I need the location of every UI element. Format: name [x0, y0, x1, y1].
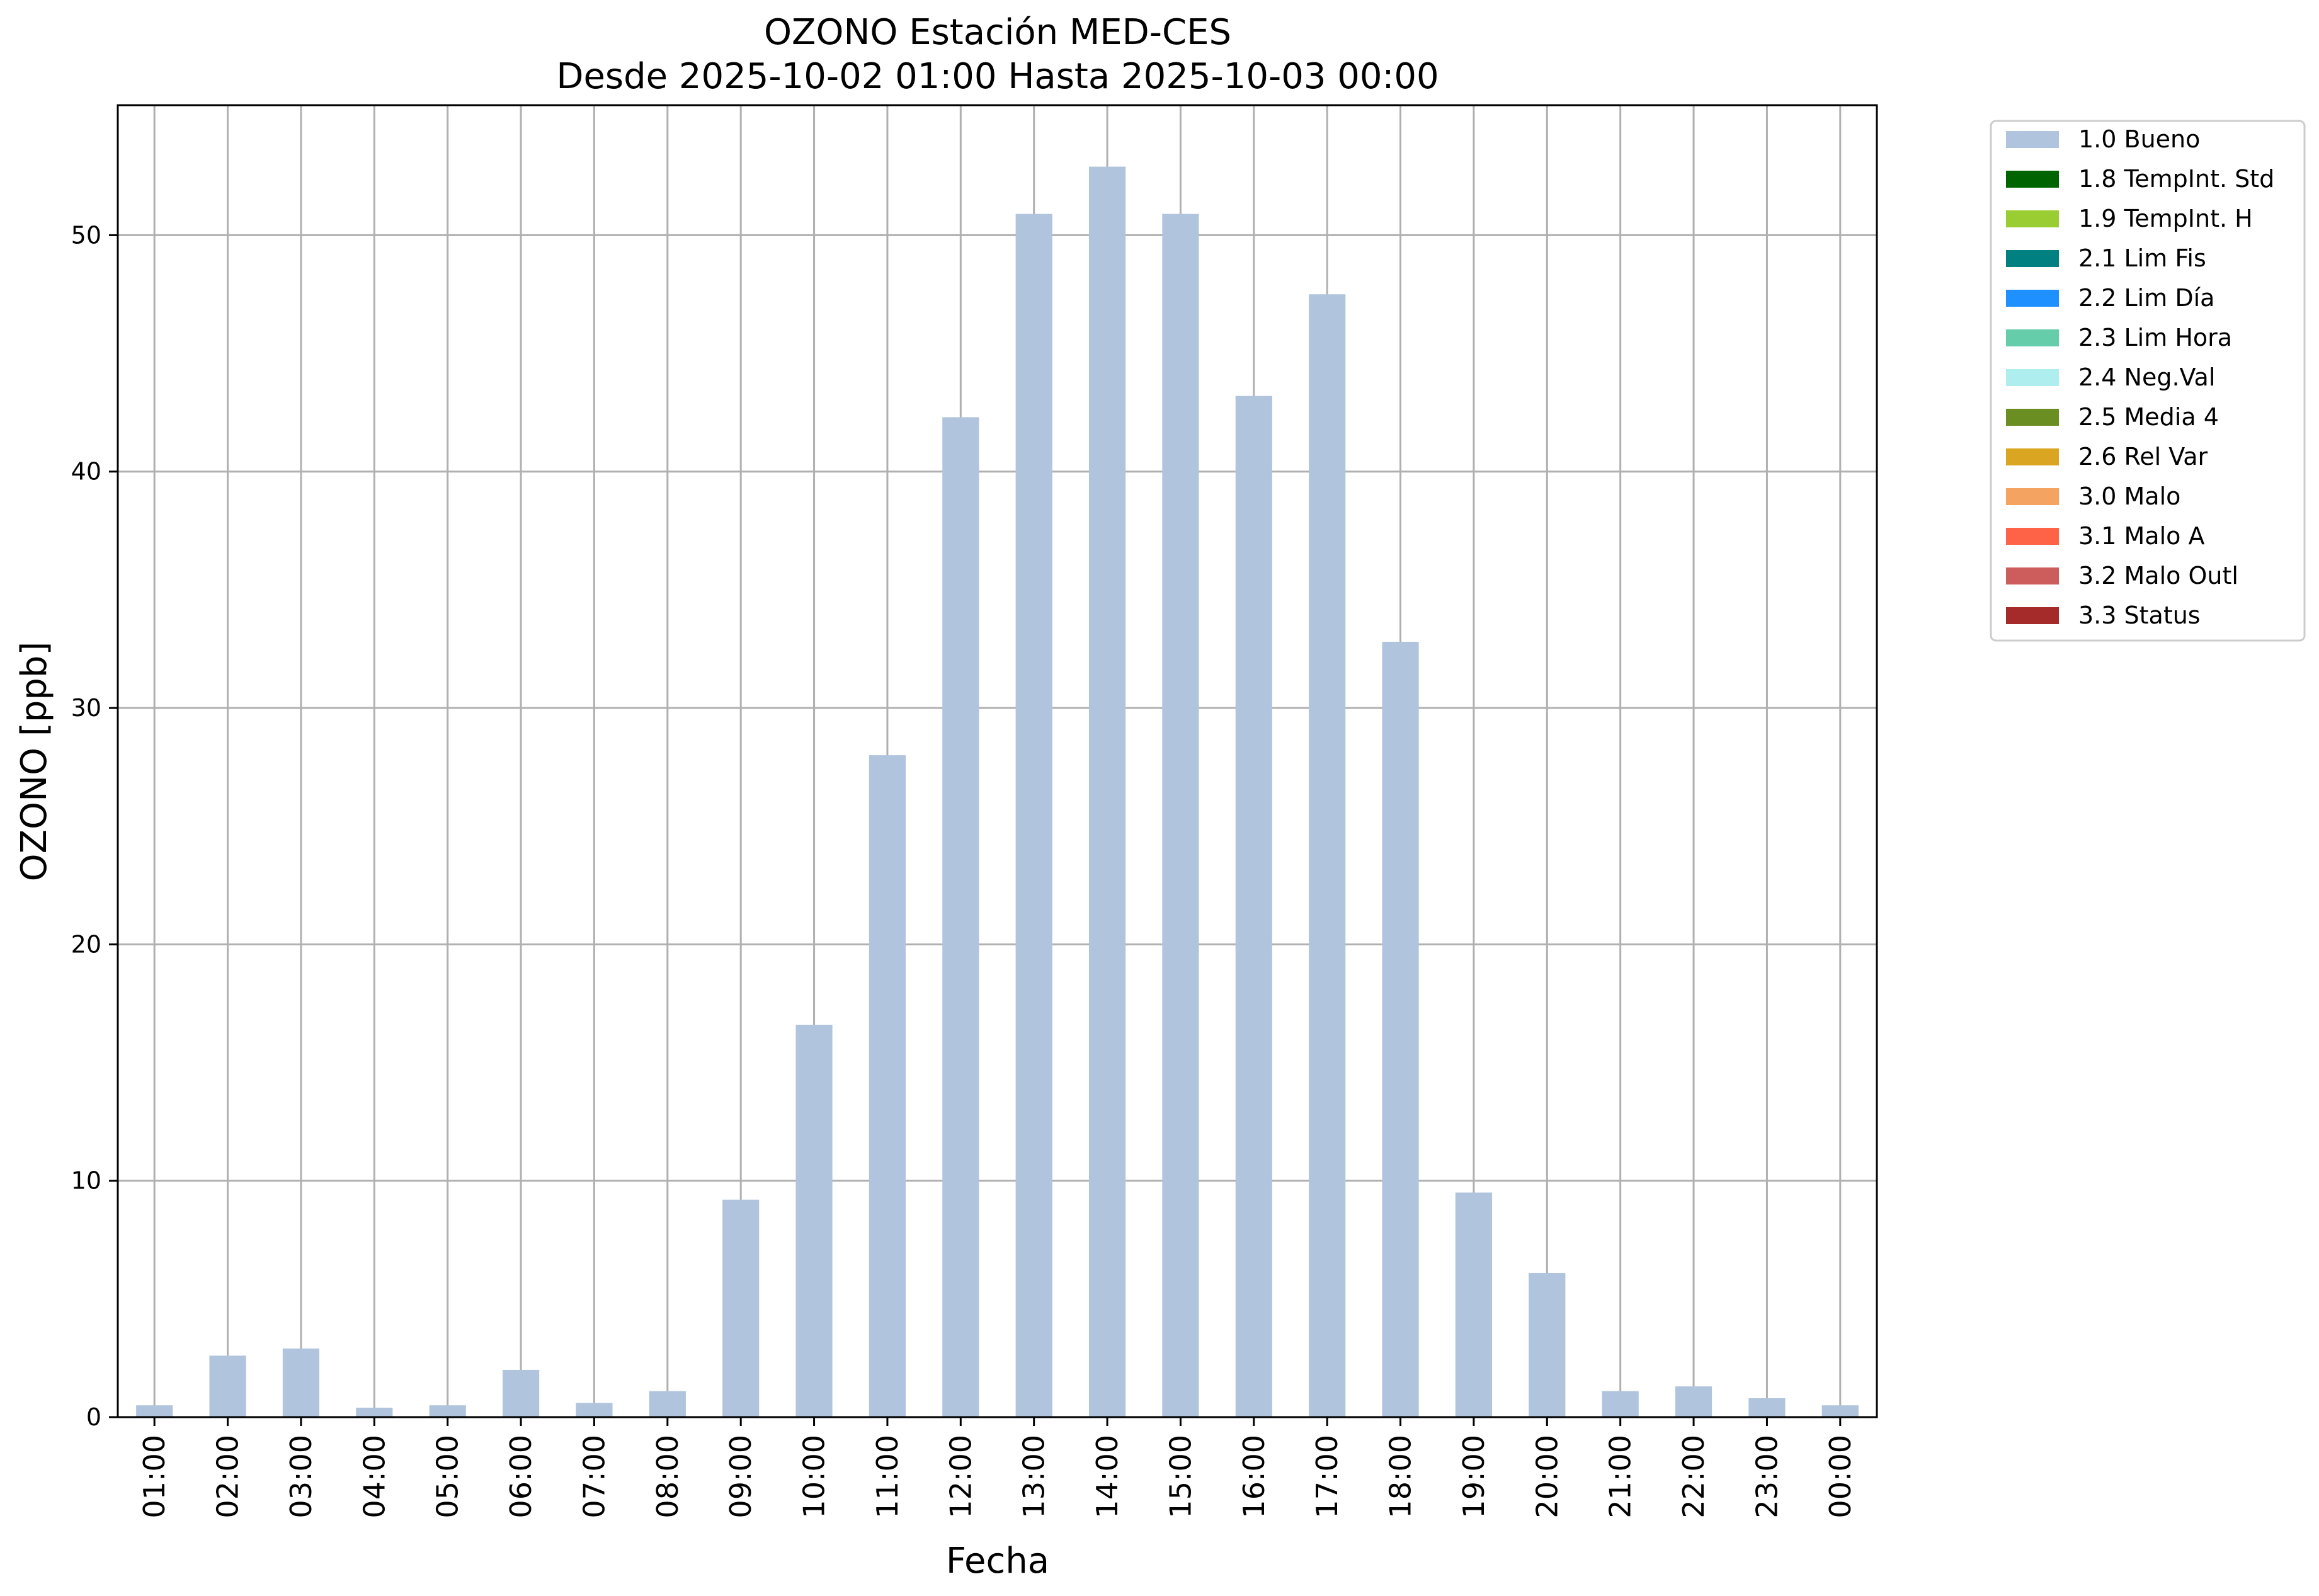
legend-label: 2.3 Lim Hora: [2078, 324, 2232, 351]
bar-0000: [1821, 1405, 1859, 1417]
x-tick-label: 14:00: [1090, 1435, 1124, 1519]
legend-label: 2.6 Rel Var: [2078, 443, 2208, 470]
y-tick-label: 10: [71, 1167, 101, 1195]
x-tick-label: 19:00: [1457, 1435, 1491, 1519]
bar-1600: [1235, 396, 1272, 1417]
legend-label: 1.9 TempInt. H: [2078, 205, 2253, 232]
x-tick-label: 18:00: [1384, 1435, 1418, 1519]
chart-title-line-1: OZONO Estación MED-CES: [764, 12, 1231, 53]
x-tick-label: 22:00: [1677, 1435, 1711, 1519]
x-tick-label: 04:00: [357, 1435, 391, 1519]
bar-2200: [1675, 1386, 1712, 1417]
bar-0100: [136, 1405, 173, 1417]
y-tick-label: 0: [86, 1403, 101, 1431]
legend-swatch: [2006, 131, 2059, 148]
legend-swatch: [2006, 329, 2059, 346]
x-tick-label: 11:00: [870, 1435, 904, 1519]
legend-swatch: [2006, 171, 2059, 188]
bar-0600: [502, 1369, 540, 1417]
legend-swatch: [2006, 488, 2059, 505]
bars: [136, 166, 1859, 1418]
bar-1000: [795, 1024, 833, 1417]
x-tick-label: 02:00: [211, 1435, 245, 1519]
y-tick-label: 40: [71, 458, 101, 486]
bar-0200: [209, 1355, 246, 1417]
x-tick-label: 08:00: [651, 1435, 685, 1519]
bar-2000: [1529, 1273, 1566, 1417]
x-tick-label: 17:00: [1310, 1435, 1344, 1519]
legend-box: [1990, 120, 2306, 642]
legend-swatch: [2006, 210, 2059, 227]
y-tick-label: 30: [71, 694, 101, 722]
bar-2100: [1602, 1391, 1639, 1417]
x-tick-label: 13:00: [1017, 1435, 1051, 1519]
bar-1100: [869, 755, 906, 1417]
legend-label: 3.1 Malo A: [2078, 522, 2204, 550]
legend-swatch: [2006, 528, 2059, 545]
legend-label: 2.2 Lim Día: [2078, 284, 2214, 312]
legend: 1.0 Bueno 1.8 TempInt. Std 1.9 TempInt. H 2…: [1990, 120, 2306, 642]
bar-1500: [1162, 214, 1199, 1418]
bar-1200: [942, 417, 979, 1417]
x-tick-label: 23:00: [1750, 1435, 1784, 1519]
x-axis-label: Fecha: [946, 1541, 1049, 1582]
x-tick-label: 07:00: [577, 1435, 611, 1519]
x-tick-label: 09:00: [724, 1435, 758, 1519]
x-tick-label: 05:00: [431, 1435, 465, 1519]
legend-swatch: [2006, 607, 2059, 624]
y-axis-label: OZONO [ppb]: [14, 642, 55, 882]
x-tick-label: 21:00: [1604, 1435, 1638, 1519]
legend-swatch: [2006, 567, 2059, 584]
y-tick-label: 50: [71, 221, 101, 249]
bar-1700: [1309, 294, 1346, 1418]
grid: [118, 105, 1877, 1418]
bar-0500: [429, 1405, 466, 1417]
bar-1900: [1455, 1192, 1493, 1417]
bar-2300: [1748, 1398, 1786, 1417]
x-tick-label: 01:00: [137, 1435, 171, 1519]
bar-1400: [1088, 166, 1126, 1417]
legend-label: 1.8 TempInt. Std: [2078, 165, 2274, 193]
y-tick-label: 20: [71, 930, 101, 958]
legend-label: 3.0 Malo: [2078, 482, 2180, 510]
x-tick-label: 03:00: [284, 1435, 318, 1519]
bar-0400: [356, 1407, 393, 1417]
legend-label: 3.2 Malo Outl: [2078, 562, 2238, 590]
x-tick-label: 12:00: [943, 1435, 977, 1519]
x-tick-label: 15:00: [1163, 1435, 1197, 1519]
legend-swatch: [2006, 448, 2059, 465]
bar-1800: [1382, 641, 1419, 1417]
legend-swatch: [2006, 409, 2059, 426]
legend-label: 3.3 Status: [2078, 601, 2201, 629]
bar-0700: [576, 1403, 613, 1417]
x-tick-label: 20:00: [1530, 1435, 1564, 1519]
chart-title-line-2: Desde 2025-10-02 01:00 Hasta 2025-10-03 …: [556, 56, 1439, 97]
legend-label: 2.5 Media 4: [2078, 403, 2219, 431]
bar-0800: [649, 1391, 686, 1417]
legend-swatch: [2006, 369, 2059, 386]
legend-label: 2.1 Lim Fis: [2078, 244, 2206, 272]
x-tick-label: 00:00: [1823, 1435, 1857, 1519]
bar-0300: [282, 1348, 320, 1417]
y-axis-ticks: 0 10 20 30 40 50: [71, 221, 118, 1431]
legend-swatch: [2006, 250, 2059, 267]
x-tick-label: 16:00: [1237, 1435, 1271, 1519]
bar-1300: [1015, 214, 1052, 1418]
legend-label: 1.0 Bueno: [2078, 125, 2200, 153]
x-tick-label: 10:00: [797, 1435, 831, 1519]
legend-swatch: [2006, 290, 2059, 307]
legend-label: 2.4 Neg.Val: [2078, 363, 2215, 391]
bar-0900: [722, 1199, 760, 1417]
x-axis-ticks: 01:00 02:00 03:00 04:00 05:00 06:00 07:00 08:00…: [137, 1417, 1857, 1519]
x-tick-label: 06:00: [504, 1435, 538, 1519]
plot-frame: [117, 104, 1878, 1418]
